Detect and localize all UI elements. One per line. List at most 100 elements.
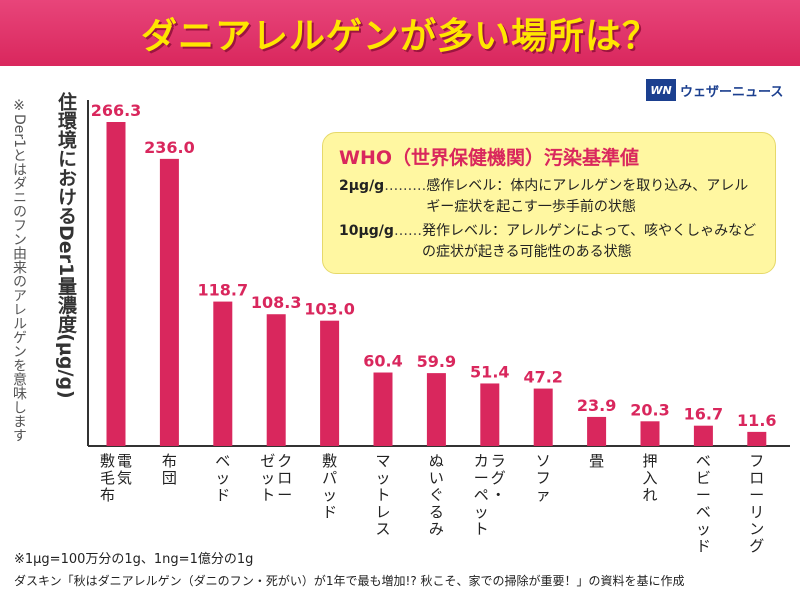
- bar-value-label: 23.9: [577, 396, 616, 415]
- svg-text:ト: ト: [474, 520, 489, 538]
- who-title: WHO（世界保健機関）汚染基準値: [339, 147, 640, 169]
- svg-text:ぬ: ぬ: [429, 452, 444, 470]
- svg-text:ス: ス: [375, 520, 390, 538]
- svg-text:グ: グ: [749, 537, 764, 555]
- svg-text:ク: ク: [277, 452, 292, 470]
- svg-text:フ: フ: [536, 469, 551, 487]
- category-label: 畳: [589, 452, 604, 470]
- svg-text:マ: マ: [375, 452, 390, 470]
- svg-text:リ: リ: [749, 503, 764, 521]
- svg-text:レ: レ: [375, 503, 390, 521]
- who-level-value: 10µg/g: [339, 223, 394, 239]
- svg-text:入: 入: [642, 469, 657, 487]
- svg-text:電: 電: [117, 452, 132, 470]
- svg-text:ッ: ッ: [215, 469, 230, 487]
- svg-text:る: る: [429, 503, 444, 521]
- bar-value-label: 103.0: [304, 300, 355, 319]
- svg-text:布: 布: [100, 486, 115, 504]
- bar: [426, 373, 446, 446]
- svg-text:ッ: ッ: [696, 520, 711, 538]
- svg-text:い: い: [429, 469, 444, 487]
- bar: [587, 416, 607, 446]
- bar-value-label: 16.7: [684, 405, 723, 424]
- svg-text:ペ: ペ: [474, 486, 489, 504]
- category-label: 押入れ: [642, 452, 657, 504]
- brand-name: ウェザーニュース: [680, 84, 784, 100]
- svg-text:ー: ー: [474, 469, 489, 487]
- svg-text:団: 団: [162, 469, 177, 487]
- unit-footnote: ※1µg=100万分の1g、1ng=1億分の1g: [14, 552, 254, 567]
- y-axis-label: 住環境におけるDer1量濃度(µg/g): [55, 92, 77, 399]
- svg-text:ソ: ソ: [536, 452, 551, 470]
- svg-text:れ: れ: [642, 486, 657, 504]
- svg-text:気: 気: [117, 469, 132, 487]
- svg-text:・: ・: [491, 486, 506, 504]
- svg-text:ト: ト: [375, 486, 390, 504]
- svg-text:ゼ: ゼ: [260, 452, 275, 470]
- svg-text:フ: フ: [749, 452, 764, 470]
- svg-text:押: 押: [642, 452, 657, 470]
- bar: [693, 425, 713, 446]
- who-level-value: 2µg/g: [339, 178, 385, 194]
- bar-value-label: 60.4: [363, 352, 402, 371]
- bar: [480, 383, 500, 446]
- svg-text:ッ: ッ: [474, 503, 489, 521]
- who-row-attack: 10µg/g …… 発作レベル：アレルゲンによって、咳やくしゃみなどの症状が起き…: [339, 221, 759, 263]
- brand-logo: WN ウェザーニュース: [646, 79, 783, 101]
- svg-text:ベ: ベ: [696, 452, 711, 470]
- who-row-sensitization: 2µg/g ……… 感作レベル：体内にアレルゲンを取り込み、アレルギー症状を起こ…: [339, 176, 759, 218]
- svg-text:ッ: ッ: [375, 469, 390, 487]
- svg-text:ー: ー: [749, 486, 764, 504]
- bar-value-label: 108.3: [251, 293, 302, 312]
- bar-value-label: 11.6: [737, 411, 776, 430]
- svg-text:ッ: ッ: [322, 486, 337, 504]
- svg-text:ロ: ロ: [749, 469, 764, 487]
- category-label: 布団: [162, 452, 177, 487]
- bar-value-label: 59.9: [417, 352, 456, 371]
- svg-text:ド: ド: [322, 503, 337, 521]
- svg-text:ラ: ラ: [491, 452, 506, 470]
- svg-text:布: 布: [162, 452, 177, 470]
- bar: [213, 301, 233, 446]
- svg-text:敷: 敷: [322, 452, 337, 470]
- svg-text:ッ: ッ: [260, 469, 275, 487]
- bar-value-label: 236.0: [144, 138, 195, 157]
- bar: [373, 372, 393, 446]
- bar-value-label: 47.2: [523, 368, 562, 387]
- bar: [266, 314, 286, 446]
- svg-text:グ: グ: [491, 469, 506, 487]
- bar-value-label: 51.4: [470, 362, 509, 381]
- who-level-description: 感作レベル：体内にアレルゲンを取り込み、アレルギー症状を起こす一歩手前の状態: [426, 178, 749, 215]
- svg-text:ァ: ァ: [536, 486, 551, 504]
- header-banner: ダニアレルゲンが多い場所は？: [0, 0, 800, 66]
- weathernews-logo-icon: WN: [646, 79, 676, 101]
- who-leader-dots: ……: [393, 223, 422, 239]
- svg-text:み: み: [429, 520, 444, 538]
- svg-text:パ: パ: [322, 469, 337, 487]
- svg-text:毛: 毛: [100, 469, 115, 487]
- bar-value-label: 118.7: [197, 281, 248, 300]
- svg-text:ビ: ビ: [696, 469, 711, 487]
- who-leader-dots: ………: [384, 178, 427, 194]
- svg-text:ベ: ベ: [696, 503, 711, 521]
- bar: [106, 122, 126, 446]
- svg-text:ド: ド: [696, 537, 711, 555]
- bar-value-label: 266.3: [91, 101, 142, 120]
- bar: [159, 158, 179, 447]
- who-level-description: 発作レベル：アレルゲンによって、咳やくしゃみなどの症状が起きる可能性のある状態: [421, 223, 757, 260]
- svg-text:敷: 敷: [100, 452, 115, 470]
- svg-text:ぐ: ぐ: [429, 486, 444, 504]
- der1-note: ※Der1とはダニのフン由来のアレルゲンを意味します: [11, 98, 27, 443]
- bar: [747, 431, 767, 446]
- svg-text:畳: 畳: [589, 452, 604, 470]
- bar: [533, 388, 553, 446]
